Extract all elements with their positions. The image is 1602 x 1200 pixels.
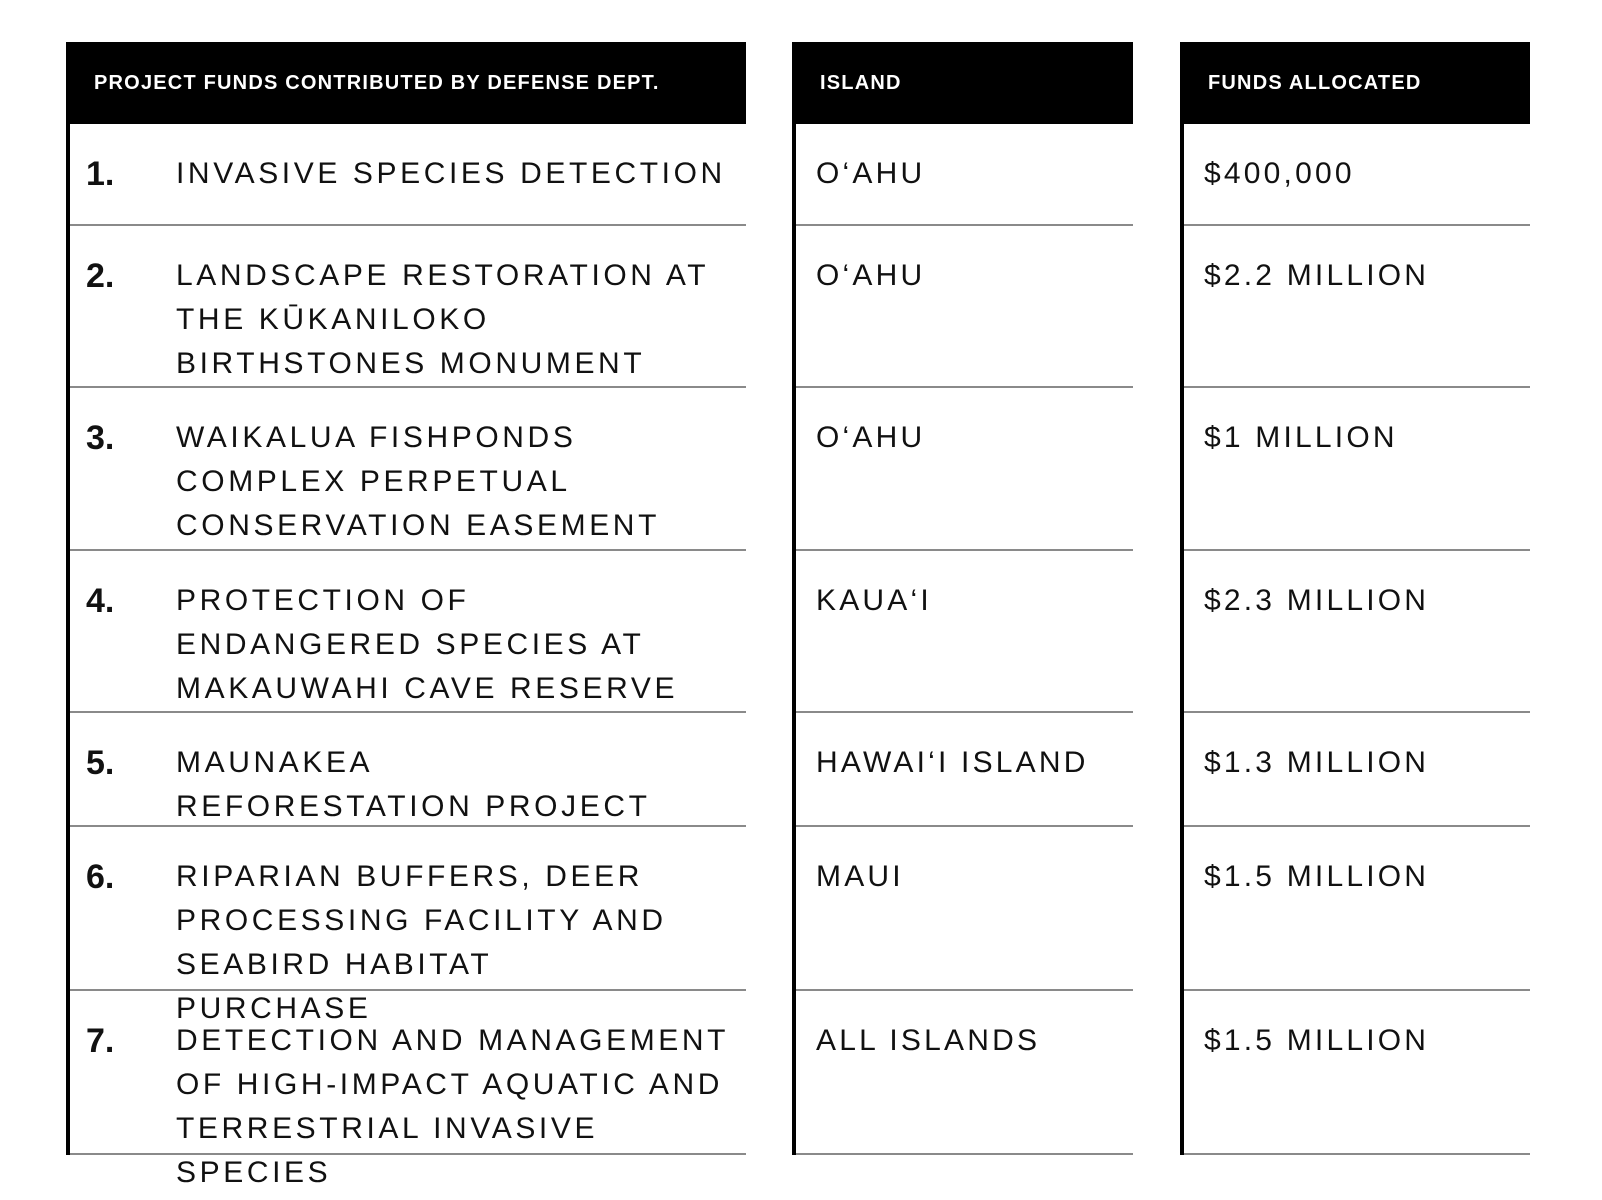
row-number: 2. [86,257,115,295]
funds-value: $400,000 [1204,157,1355,190]
row-number: 6. [86,858,115,896]
table-row: $1 MILLION [1184,388,1530,551]
project-name: RIPARIAN BUFFERS, DEER PROCESSING FACILI… [176,860,667,1025]
table-row: 5. MAUNAKEA REFORESTATION PROJECT [70,713,746,827]
table-row: O‘AHU [796,124,1133,226]
table-row: 2. LANDSCAPE RESTORATION AT THE KŪKANILO… [70,226,746,388]
table-row: $400,000 [1184,124,1530,226]
table-row: 3. WAIKALUA FISHPONDS COMPLEX PERPETUAL … [70,388,746,551]
table-row: $2.2 MILLION [1184,226,1530,388]
table-row: 1. INVASIVE SPECIES DETECTION [70,124,746,226]
project-column: PROJECT FUNDS CONTRIBUTED BY DEFENSE DEP… [66,42,746,1189]
table-row: 4. PROTECTION OF ENDANGERED SPECIES AT M… [70,551,746,713]
funds-value: $1 MILLION [1204,421,1398,454]
funds-value: $1.3 MILLION [1204,746,1430,779]
project-column-body: 1. INVASIVE SPECIES DETECTION 2. LANDSCA… [66,124,746,1189]
row-number: 5. [86,744,115,782]
row-number: 3. [86,419,115,457]
project-name: PROTECTION OF ENDANGERED SPECIES AT MAKA… [176,584,679,705]
project-name: WAIKALUA FISHPONDS COMPLEX PERPETUAL CON… [176,421,660,542]
funds-value: $2.2 MILLION [1204,259,1430,292]
island-value: MAUI [816,860,904,893]
table-row: O‘AHU [796,226,1133,388]
table-row: ALL ISLANDS [796,991,1133,1155]
table-row: O‘AHU [796,388,1133,551]
table-row: KAUA‘I [796,551,1133,713]
island-value: HAWAI‘I ISLAND [816,746,1089,779]
funds-column-header: FUNDS ALLOCATED [1180,42,1530,124]
row-number: 4. [86,582,115,620]
table-row: MAUI [796,827,1133,991]
island-value: O‘AHU [816,421,926,454]
row-number: 1. [86,155,115,193]
project-name: INVASIVE SPECIES DETECTION [176,157,726,190]
project-name: MAUNAKEA REFORESTATION PROJECT [176,746,651,823]
funds-column-body: $400,000 $2.2 MILLION $1 MILLION $2.3 MI… [1180,124,1530,1155]
island-column: ISLAND O‘AHU O‘AHU O‘AHU KAUA‘I HAWAI‘I … [792,42,1133,1155]
project-column-header: PROJECT FUNDS CONTRIBUTED BY DEFENSE DEP… [66,42,746,124]
funds-value: $1.5 MILLION [1204,1024,1430,1057]
row-number: 7. [86,1022,115,1060]
island-column-header: ISLAND [792,42,1133,124]
table-row: HAWAI‘I ISLAND [796,713,1133,827]
island-value: ALL ISLANDS [816,1024,1041,1057]
island-value: O‘AHU [816,157,926,190]
island-value: O‘AHU [816,259,926,292]
table-row: 6. RIPARIAN BUFFERS, DEER PROCESSING FAC… [70,827,746,1025]
funds-value: $2.3 MILLION [1204,584,1430,617]
table-row: $1.3 MILLION [1184,713,1530,827]
project-name: LANDSCAPE RESTORATION AT THE KŪKANILOKO … [176,259,709,380]
table-row: $2.3 MILLION [1184,551,1530,713]
project-name: DETECTION AND MANAGEMENT OF HIGH-IMPACT … [176,1024,729,1189]
funds-value: $1.5 MILLION [1204,860,1430,893]
table-row: $1.5 MILLION [1184,991,1530,1155]
funds-column: FUNDS ALLOCATED $400,000 $2.2 MILLION $1… [1180,42,1530,1155]
island-column-body: O‘AHU O‘AHU O‘AHU KAUA‘I HAWAI‘I ISLAND … [792,124,1133,1155]
island-value: KAUA‘I [816,584,932,617]
table-row: 7. DETECTION AND MANAGEMENT OF HIGH-IMPA… [70,991,746,1189]
table-row: $1.5 MILLION [1184,827,1530,991]
